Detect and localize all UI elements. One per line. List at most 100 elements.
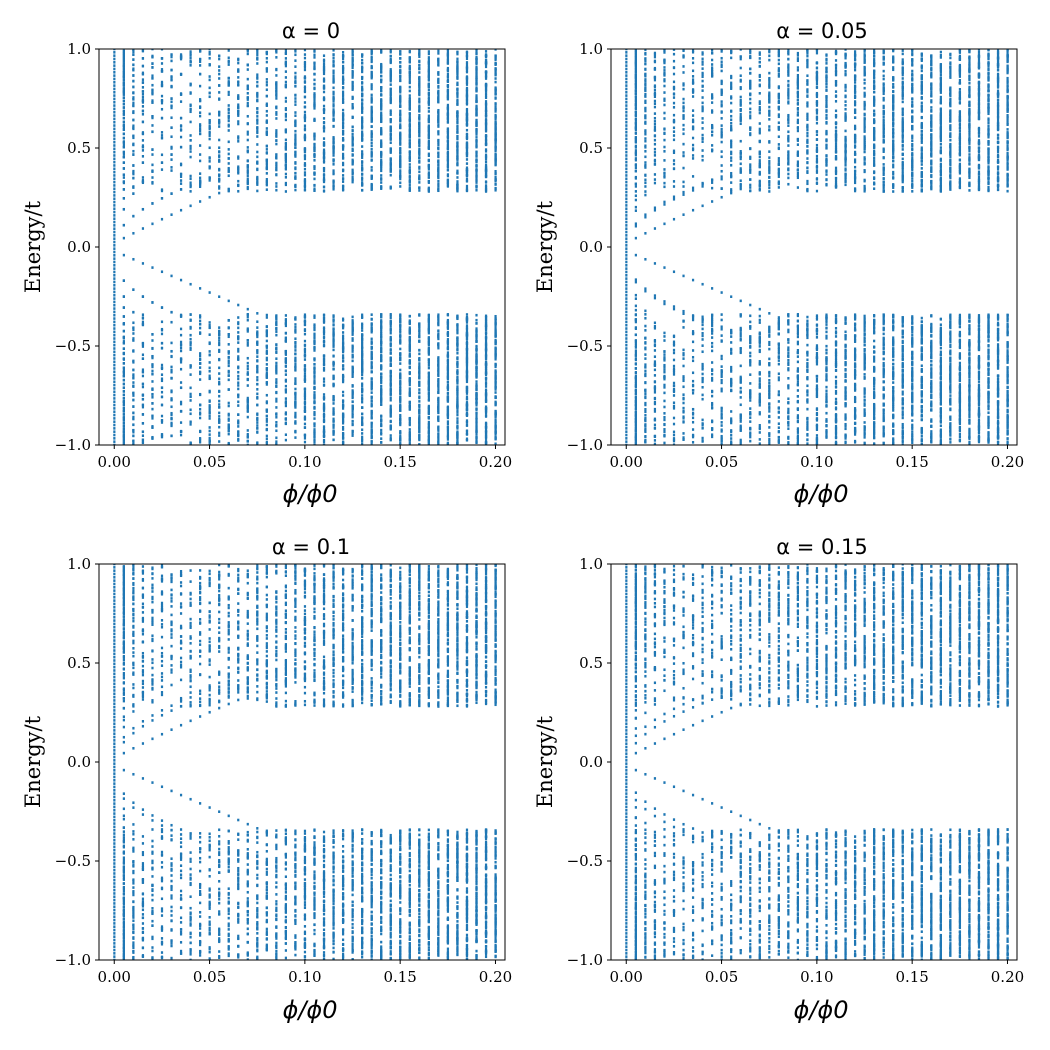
data-point — [237, 335, 240, 338]
data-point — [132, 50, 135, 54]
data-point — [389, 391, 392, 394]
data-point — [418, 438, 421, 442]
data-point — [408, 329, 411, 333]
data-point — [446, 103, 450, 107]
data-point — [113, 70, 116, 74]
data-point — [427, 327, 430, 331]
data-point — [208, 120, 211, 124]
data-point — [294, 411, 297, 415]
data-point — [113, 353, 116, 357]
data-point — [389, 109, 392, 112]
data-point — [446, 52, 450, 56]
data-point — [351, 389, 354, 392]
data-point — [122, 443, 125, 445]
data-point — [437, 406, 440, 409]
data-point — [408, 122, 411, 125]
data-point — [284, 378, 287, 382]
data-point — [122, 111, 125, 115]
data-point — [380, 120, 383, 124]
data-point — [418, 99, 421, 103]
data-point — [427, 372, 430, 376]
data-point — [122, 295, 125, 298]
data-point — [351, 132, 354, 136]
data-point — [256, 181, 259, 185]
data-point — [389, 328, 392, 331]
data-point — [132, 310, 135, 314]
data-point — [313, 387, 316, 391]
data-point — [361, 109, 364, 113]
data-point — [179, 188, 183, 191]
data-point — [361, 102, 364, 105]
data-point — [122, 72, 125, 76]
data-point — [199, 438, 202, 442]
data-point — [437, 329, 440, 333]
data-point — [313, 371, 316, 375]
data-point — [132, 91, 135, 94]
data-point — [380, 336, 383, 339]
data-point — [446, 162, 450, 165]
data-point — [380, 104, 383, 107]
data-point — [322, 336, 326, 340]
data-point — [227, 123, 230, 127]
data-point — [456, 103, 459, 106]
data-point — [380, 99, 383, 102]
data-point — [389, 100, 392, 104]
data-point — [427, 342, 430, 346]
data-point — [446, 361, 450, 365]
data-point — [399, 334, 402, 337]
data-point — [113, 443, 116, 445]
data-point — [408, 434, 411, 437]
data-point — [113, 51, 116, 54]
data-point — [199, 64, 202, 67]
data-point — [418, 149, 421, 153]
data-point — [351, 103, 354, 106]
data-point — [437, 92, 440, 95]
data-point — [208, 350, 211, 353]
data-point — [446, 85, 450, 89]
data-point — [427, 97, 430, 101]
data-point — [189, 392, 192, 396]
data-point — [284, 358, 287, 362]
data-point — [303, 110, 307, 114]
data-point — [322, 416, 326, 419]
data-point — [294, 185, 297, 188]
data-point — [408, 75, 411, 78]
data-point — [113, 84, 116, 87]
data-point — [437, 391, 440, 394]
data-point — [265, 60, 268, 64]
data-point — [437, 437, 440, 441]
data-point — [218, 72, 221, 76]
data-point — [151, 124, 154, 127]
data-point — [294, 331, 297, 334]
data-point — [122, 422, 125, 425]
data-point — [151, 99, 154, 102]
data-point — [179, 360, 183, 364]
data-point — [227, 148, 230, 151]
data-point — [313, 61, 316, 65]
data-point — [141, 394, 145, 397]
data-point — [275, 397, 278, 401]
data-point — [437, 343, 440, 346]
data-point — [246, 434, 249, 438]
data-point — [446, 422, 450, 426]
data-point — [313, 86, 316, 90]
data-point — [256, 143, 259, 146]
data-point — [265, 367, 268, 370]
data-point — [246, 179, 249, 183]
data-point — [208, 91, 211, 95]
data-point — [361, 382, 364, 386]
data-point — [456, 157, 459, 161]
data-point — [265, 428, 268, 432]
data-point — [399, 140, 402, 143]
data-point — [370, 380, 373, 384]
data-point — [446, 343, 450, 346]
data-point — [380, 185, 383, 188]
data-point — [361, 352, 364, 356]
data-point — [313, 440, 316, 444]
data-point — [160, 403, 164, 407]
data-point — [294, 111, 297, 114]
data-point — [132, 321, 135, 325]
data-point — [437, 442, 440, 445]
data-point — [446, 360, 450, 363]
data-point — [246, 170, 249, 173]
